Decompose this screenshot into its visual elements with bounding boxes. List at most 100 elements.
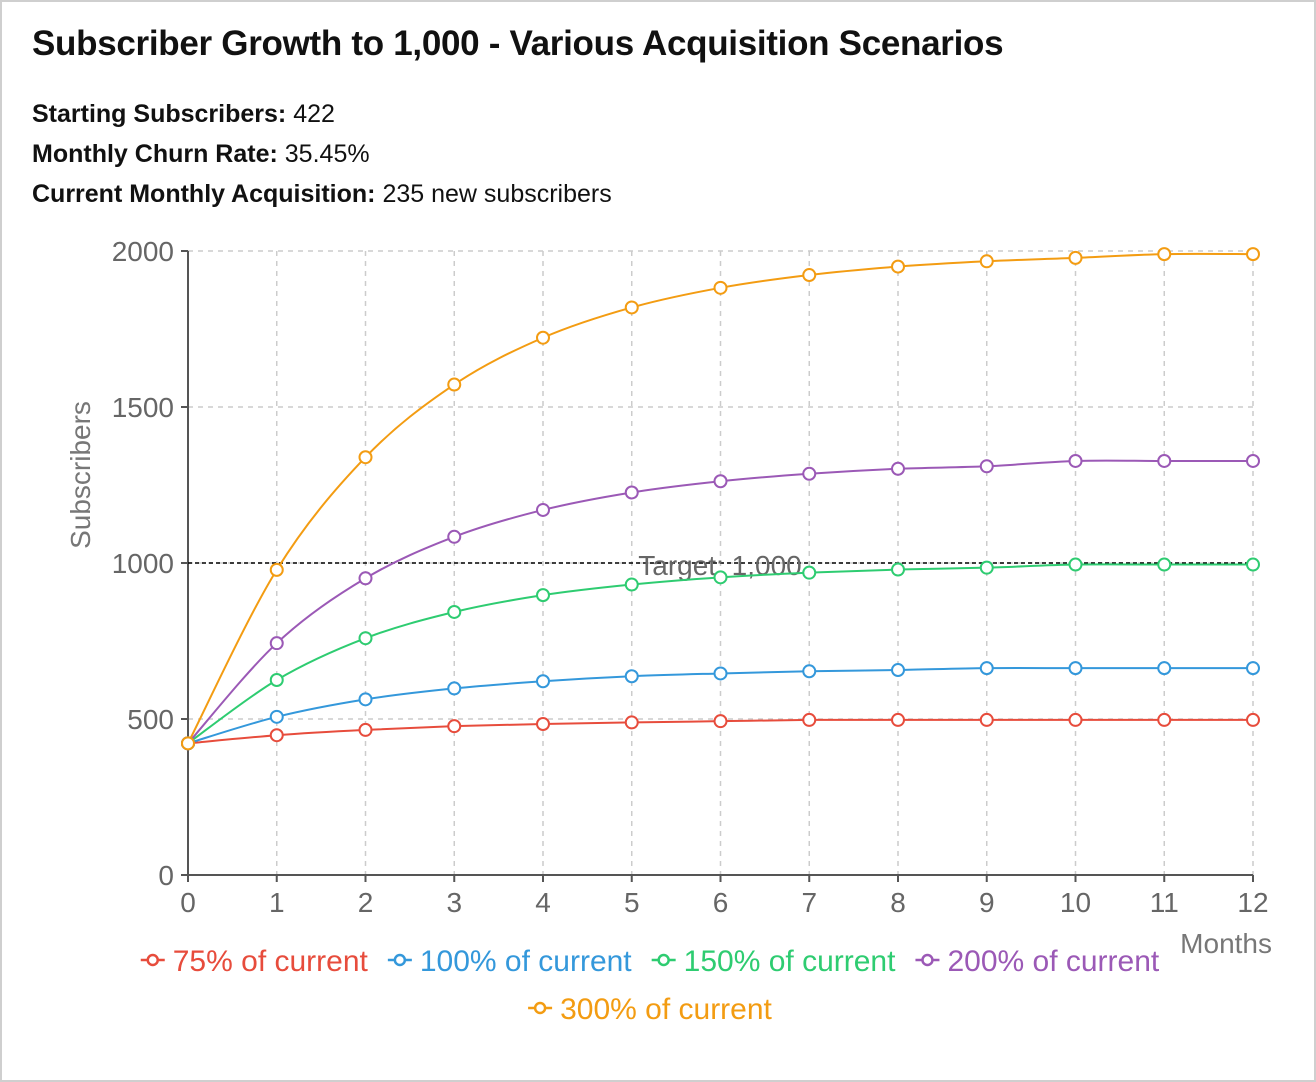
data-point <box>536 330 550 345</box>
x-tick-label: 7 <box>801 887 817 918</box>
data-point <box>1246 661 1260 676</box>
x-tick-label: 1 <box>269 887 285 918</box>
series-0 <box>181 712 1260 751</box>
data-point <box>624 485 639 500</box>
legend-label: 75% of current <box>173 945 369 978</box>
legend-marker <box>146 953 159 967</box>
y-axis-label: Subscribers <box>65 401 96 549</box>
acquisition-label: Current Monthly Acquisition: <box>32 180 376 208</box>
data-point <box>1246 712 1260 727</box>
legend-label: 150% of current <box>684 945 896 978</box>
data-point <box>891 562 905 577</box>
data-point <box>1246 557 1260 572</box>
starting-subscribers-label: Starting Subscribers: <box>32 100 287 128</box>
chart-title: Subscriber Growth to 1,000 - Various Acq… <box>32 24 1004 63</box>
data-point <box>269 709 284 724</box>
data-point <box>1246 247 1260 262</box>
data-point <box>891 712 905 727</box>
series-1 <box>181 661 1260 751</box>
data-point <box>1068 453 1083 468</box>
y-tick-label: 0 <box>158 860 174 891</box>
series-4 <box>181 247 1260 751</box>
x-tick-label: 5 <box>624 887 640 918</box>
data-point <box>802 268 817 283</box>
data-point <box>1246 453 1260 468</box>
legend-item: 100% of current <box>387 945 632 978</box>
legend-marker <box>533 1001 547 1015</box>
data-point <box>269 673 284 687</box>
data-point <box>713 570 728 585</box>
data-point <box>624 669 639 684</box>
legend-marker <box>657 953 670 967</box>
data-point <box>624 577 639 592</box>
data-point <box>536 716 550 731</box>
data-point <box>624 300 639 315</box>
data-point <box>1068 712 1083 727</box>
data-point <box>713 666 728 681</box>
data-point <box>447 681 462 696</box>
data-point <box>802 664 817 679</box>
x-tick-label: 4 <box>535 887 551 918</box>
x-tick-label: 8 <box>890 887 906 918</box>
data-point <box>1157 247 1172 262</box>
x-tick-label: 2 <box>358 887 374 918</box>
data-point <box>713 474 728 489</box>
x-axis-label: Months <box>1180 928 1272 959</box>
y-tick-label: 2000 <box>112 236 174 267</box>
x-tick-label: 11 <box>1150 887 1179 918</box>
data-point <box>447 719 462 734</box>
data-point <box>802 565 817 580</box>
data-point <box>979 459 994 474</box>
data-point <box>979 661 994 676</box>
data-point <box>447 529 462 544</box>
x-tick-label: 6 <box>713 887 729 918</box>
legend-label: 100% of current <box>420 945 632 978</box>
churn-rate-value: 35.45% <box>284 140 370 168</box>
data-point <box>358 450 373 465</box>
data-point <box>536 502 550 517</box>
data-point <box>1157 453 1172 468</box>
data-point <box>1157 557 1172 572</box>
acquisition-value: 235 new subscribers <box>382 180 612 208</box>
legend-label: 300% of current <box>560 993 772 1026</box>
legend: 75% of current 100% of current 150% of cur… <box>140 945 1160 1026</box>
legend-item: 150% of current <box>651 945 896 978</box>
data-point <box>979 254 994 269</box>
data-point <box>269 728 284 743</box>
churn-rate-label: Monthly Churn Rate: <box>32 140 278 168</box>
data-point <box>713 280 728 295</box>
data-point <box>802 712 817 727</box>
data-point <box>536 674 550 689</box>
x-tick-label: 3 <box>446 887 462 918</box>
legend-marker <box>921 953 934 967</box>
legend-label: 200% of current <box>947 945 1159 978</box>
legend-item: 75% of current <box>140 945 369 978</box>
data-point <box>358 692 373 707</box>
acquisition-line: Current Monthly Acquisition: 235 new sub… <box>32 174 612 214</box>
y-tick-label: 1000 <box>112 548 174 579</box>
data-point <box>269 636 284 651</box>
data-point <box>181 736 195 751</box>
data-point <box>891 259 905 274</box>
data-point <box>802 466 817 481</box>
data-point <box>891 663 905 678</box>
data-point <box>1068 250 1083 265</box>
data-point <box>624 715 639 730</box>
data-point <box>358 571 373 586</box>
data-point <box>1068 557 1083 572</box>
starting-subscribers-line: Starting Subscribers: 422 <box>32 94 612 134</box>
x-tick-label: 0 <box>180 887 196 918</box>
data-point <box>891 461 905 476</box>
data-point <box>269 562 284 577</box>
legend-item: 200% of current <box>915 945 1160 978</box>
x-tick-label: 9 <box>979 887 995 918</box>
info-panel: Starting Subscribers: 422 Monthly Churn … <box>32 94 612 214</box>
data-point <box>358 631 373 646</box>
data-point <box>1068 661 1083 676</box>
data-point <box>447 604 462 619</box>
data-point <box>979 560 994 575</box>
data-point <box>1157 661 1172 676</box>
series-3 <box>181 453 1260 751</box>
